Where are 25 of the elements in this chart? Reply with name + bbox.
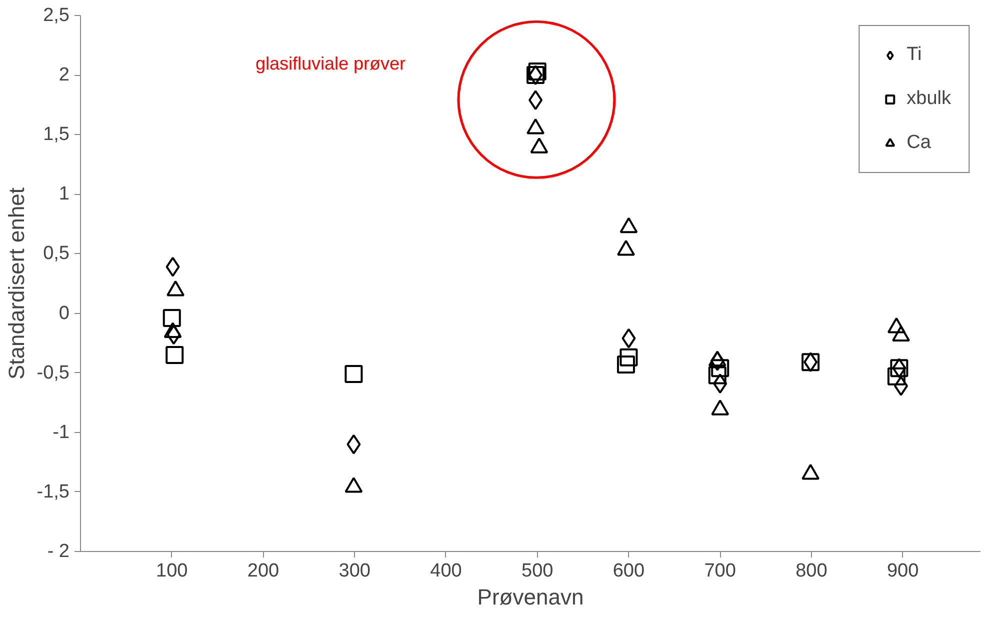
x-tick-label: 600 — [612, 560, 645, 582]
y-tick-label: - 2 — [47, 541, 70, 562]
x-tick-label: 400 — [430, 560, 462, 582]
x-tick-label: 200 — [247, 560, 280, 582]
y-tick-label: -1,5 — [36, 481, 70, 502]
legend-label: Ti — [906, 44, 923, 66]
x-axis-title: Prøvenavn — [477, 584, 584, 610]
x-tick-label: 900 — [886, 560, 919, 582]
legend-label: Ca — [906, 132, 932, 154]
y-tick-label: 1,5 — [43, 124, 70, 146]
annotation: glasifluviale prøver — [256, 54, 406, 74]
x-tick-label: 700 — [704, 560, 736, 582]
x-tick-label: 500 — [522, 560, 554, 582]
x-tick-label: 300 — [338, 560, 370, 582]
y-tick-label: 0,5 — [43, 243, 70, 264]
y-tick-label: 2 — [58, 64, 70, 86]
y-tick-label: -0,5 — [36, 362, 70, 384]
y-tick-label: -1 — [52, 422, 70, 443]
x-tick-label: 800 — [796, 560, 828, 582]
y-tick-label: 1 — [58, 184, 70, 205]
legend-label: xbulk — [906, 88, 951, 110]
y-tick-label: 2,5 — [43, 5, 70, 26]
y-axis-title: Standardisert enhet — [4, 187, 29, 380]
y-tick-label: 0 — [58, 302, 70, 324]
x-tick-label: 100 — [156, 560, 188, 582]
